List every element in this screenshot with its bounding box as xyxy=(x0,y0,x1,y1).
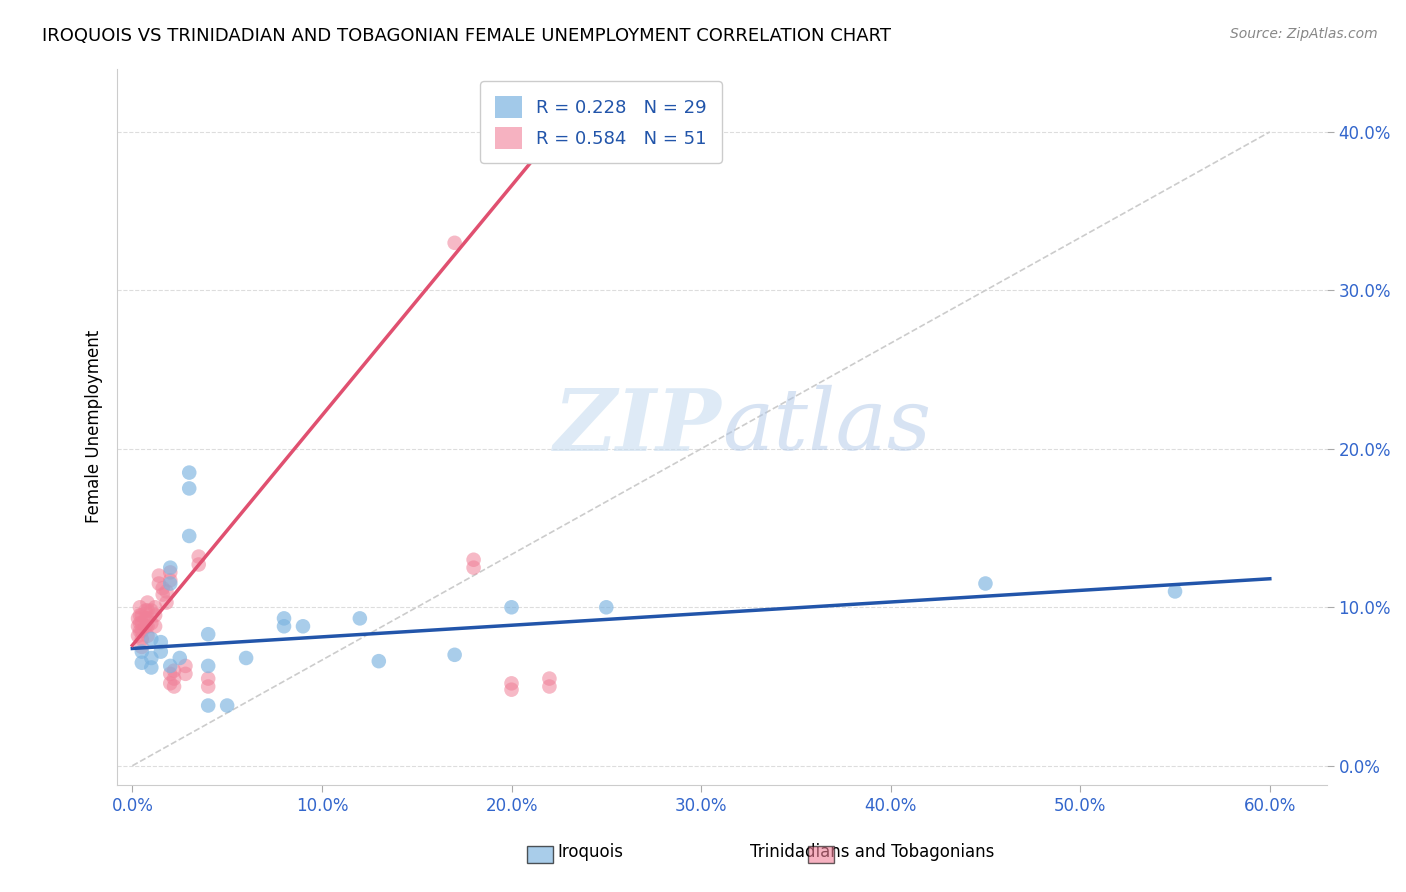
Point xyxy=(501,676,523,690)
Point xyxy=(131,624,153,638)
Text: IROQUOIS VS TRINIDADIAN AND TOBAGONIAN FEMALE UNEMPLOYMENT CORRELATION CHART: IROQUOIS VS TRINIDADIAN AND TOBAGONIAN F… xyxy=(42,27,891,45)
Point xyxy=(135,611,157,625)
Point xyxy=(159,574,181,588)
Point xyxy=(127,611,149,625)
Point xyxy=(135,603,157,617)
Point xyxy=(131,656,153,670)
Text: Source: ZipAtlas.com: Source: ZipAtlas.com xyxy=(1230,27,1378,41)
Point xyxy=(152,588,174,602)
Point xyxy=(349,611,371,625)
Text: ZIP: ZIP xyxy=(554,384,721,468)
Legend: R = 0.228   N = 29, R = 0.584   N = 51: R = 0.228 N = 29, R = 0.584 N = 51 xyxy=(481,81,721,163)
Point xyxy=(1164,584,1187,599)
Point xyxy=(141,616,163,631)
Point xyxy=(174,659,197,673)
Point xyxy=(149,645,172,659)
Point xyxy=(131,608,153,623)
Text: Trinidadians and Tobagonians: Trinidadians and Tobagonians xyxy=(749,843,994,861)
Point xyxy=(129,608,152,623)
Point xyxy=(131,616,153,631)
Point xyxy=(163,672,186,686)
Point xyxy=(155,584,177,599)
Text: Iroquois: Iroquois xyxy=(558,843,623,861)
Point xyxy=(129,624,152,638)
Point xyxy=(538,680,561,694)
Point xyxy=(443,235,465,250)
Point xyxy=(159,566,181,580)
Point xyxy=(974,576,997,591)
Point xyxy=(143,608,166,623)
Point xyxy=(152,581,174,595)
Point xyxy=(141,603,163,617)
Point xyxy=(179,466,201,480)
Point xyxy=(129,600,152,615)
Text: atlas: atlas xyxy=(721,385,931,468)
Point xyxy=(159,659,181,673)
Point xyxy=(367,654,389,668)
Point xyxy=(273,619,295,633)
Point xyxy=(197,659,219,673)
Point xyxy=(197,680,219,694)
Point xyxy=(143,600,166,615)
Point xyxy=(217,698,239,713)
Point xyxy=(291,619,314,633)
Point xyxy=(136,619,159,633)
Point xyxy=(135,619,157,633)
Point xyxy=(169,651,191,665)
Point xyxy=(159,560,181,574)
Point xyxy=(136,611,159,625)
Point xyxy=(127,629,149,643)
Point xyxy=(136,603,159,617)
Point xyxy=(538,672,561,686)
Point xyxy=(463,560,485,574)
Point xyxy=(148,568,170,582)
Point xyxy=(197,672,219,686)
Point xyxy=(163,664,186,678)
Point xyxy=(148,576,170,591)
Y-axis label: Female Unemployment: Female Unemployment xyxy=(86,330,103,524)
Point xyxy=(136,629,159,643)
Point xyxy=(179,529,201,543)
Point xyxy=(187,549,209,564)
Point xyxy=(501,682,523,697)
Point xyxy=(159,666,181,681)
Point xyxy=(595,600,617,615)
Point xyxy=(197,627,219,641)
Point xyxy=(131,640,153,654)
Point xyxy=(141,660,163,674)
Point xyxy=(141,632,163,646)
Point xyxy=(273,611,295,625)
Point xyxy=(443,648,465,662)
Point xyxy=(463,553,485,567)
Point xyxy=(235,651,257,665)
Point xyxy=(179,482,201,496)
Point xyxy=(501,600,523,615)
Point xyxy=(131,645,153,659)
Point xyxy=(143,619,166,633)
Point xyxy=(163,680,186,694)
Point xyxy=(131,632,153,646)
Point xyxy=(159,676,181,690)
Point xyxy=(155,595,177,609)
Point xyxy=(174,666,197,681)
Point xyxy=(149,635,172,649)
Point xyxy=(136,595,159,609)
Point xyxy=(197,698,219,713)
Point xyxy=(159,576,181,591)
Point xyxy=(127,619,149,633)
Point xyxy=(187,558,209,572)
Point xyxy=(141,651,163,665)
Point xyxy=(129,616,152,631)
